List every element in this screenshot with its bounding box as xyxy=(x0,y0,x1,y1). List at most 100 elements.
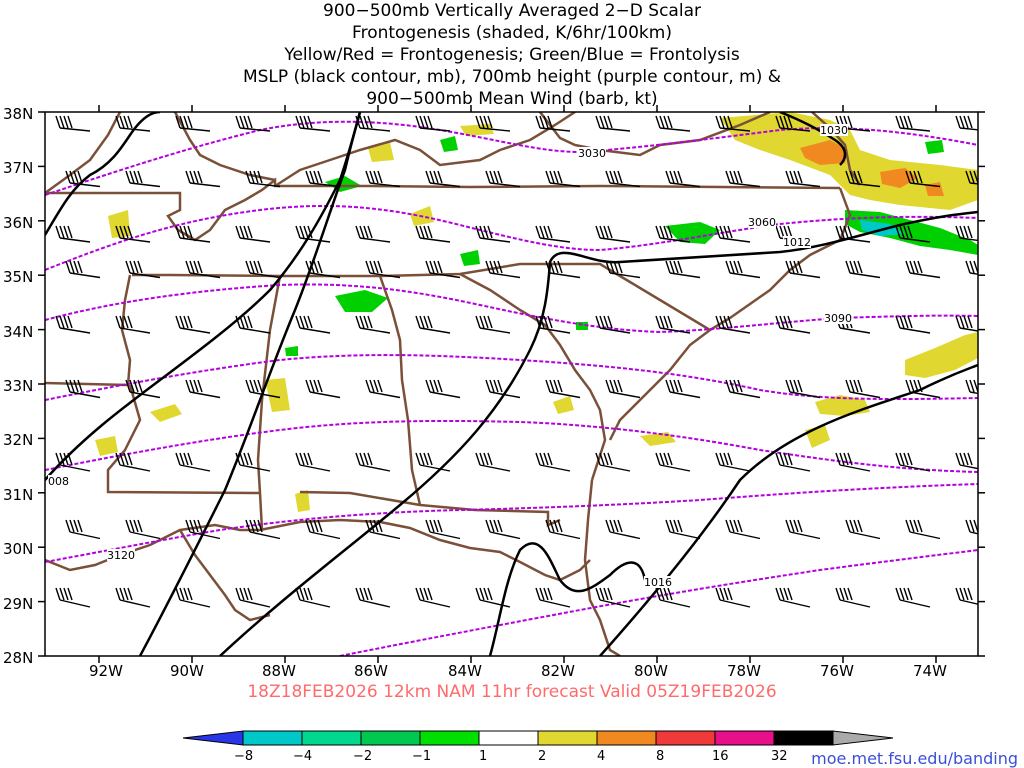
wind-barb xyxy=(59,599,91,608)
wind-barb-flag xyxy=(133,260,139,274)
wind-barb-flag xyxy=(475,315,481,329)
wind-barb-flag xyxy=(245,170,251,184)
colorbar-swatch xyxy=(478,730,539,746)
wind-barb-flag xyxy=(187,587,193,601)
wind-barb-flag xyxy=(909,379,915,393)
lat-label: 34N xyxy=(3,323,33,341)
lat-label: 31N xyxy=(3,486,33,504)
wind-barb-flag xyxy=(307,225,313,239)
wind-barb-flag xyxy=(479,225,485,239)
wind-barb-flag xyxy=(69,519,75,533)
wind-barb-flag xyxy=(365,379,371,393)
wind-barb xyxy=(59,327,91,334)
wind-barb-flag xyxy=(797,379,803,393)
wind-barb-flag xyxy=(737,260,743,274)
wind-barb-flag xyxy=(835,225,841,239)
wind-barb-flag xyxy=(557,379,563,393)
wind-barb xyxy=(729,182,761,188)
wind-barb-flag xyxy=(783,315,789,329)
wind-barb-flag xyxy=(253,519,259,533)
wind-barb-flag xyxy=(479,315,485,329)
wind-barb xyxy=(249,391,281,399)
mslp-contour xyxy=(45,112,161,236)
wind-barb-flag xyxy=(663,452,669,466)
lat-label: 36N xyxy=(3,214,33,232)
wind-barb-flag xyxy=(797,170,803,184)
wind-barb-flag xyxy=(665,170,671,184)
wind-barb-flag xyxy=(129,260,135,274)
wind-barb xyxy=(719,327,751,334)
wind-barb-flag xyxy=(239,452,245,466)
wind-barb-flag xyxy=(779,115,785,129)
wind-barb-flag xyxy=(137,260,143,274)
wind-barb-flag xyxy=(497,260,503,274)
border-line xyxy=(45,177,841,242)
wind-barb-flag xyxy=(895,225,901,239)
wind-barb xyxy=(899,237,931,243)
colorbar-swatch xyxy=(832,730,894,746)
wind-barb xyxy=(249,182,281,188)
wind-barb-flag xyxy=(655,225,661,239)
wind-barb-flag xyxy=(557,519,563,533)
wind-barb-flag xyxy=(599,225,605,239)
wind-barb xyxy=(779,464,811,472)
wind-barb-flag xyxy=(367,225,373,239)
wind-barb-flag xyxy=(427,452,433,466)
mslp-contour xyxy=(45,112,362,481)
wind-barb-flag xyxy=(543,452,549,466)
wind-barb-flag xyxy=(545,379,551,393)
label-mslp-1016: 1016 xyxy=(644,576,672,589)
wind-barb-flag xyxy=(365,519,371,533)
wind-barb xyxy=(789,531,821,540)
border-line xyxy=(45,112,122,195)
wind-barb-flag xyxy=(239,115,245,129)
lat-label: 38N xyxy=(3,105,33,123)
shade-ms xyxy=(150,404,182,422)
wind-barb-flag xyxy=(249,260,255,274)
wind-barb-flag xyxy=(373,519,379,533)
wind-barb-flag xyxy=(317,260,323,274)
wind-barb-flag xyxy=(137,379,143,393)
wind-barb-flag xyxy=(793,519,799,533)
wind-barb xyxy=(719,237,751,243)
wind-barb-flag xyxy=(359,315,365,329)
wind-barb-flag xyxy=(243,452,249,466)
wind-barb xyxy=(789,272,821,279)
wind-barb-flag xyxy=(257,170,263,184)
wind-barb-flag xyxy=(127,452,133,466)
wind-barb-flag xyxy=(303,587,309,601)
wind-barb-flag xyxy=(129,379,135,393)
wind-barb-flag xyxy=(727,115,733,129)
wind-barb-flag xyxy=(303,115,309,129)
height-contour xyxy=(45,204,978,271)
wind-barb-flag xyxy=(115,315,121,329)
wind-barb-flag xyxy=(247,315,253,329)
wind-barb xyxy=(119,237,151,243)
wind-barb-flag xyxy=(419,587,425,601)
wind-barb-flag xyxy=(895,452,901,466)
shade-ne-red xyxy=(800,140,848,165)
wind-barb-flag xyxy=(429,519,435,533)
wind-barb-flag xyxy=(547,115,553,129)
wind-barb-flag xyxy=(965,260,971,274)
wind-barb xyxy=(239,599,271,608)
lon-label: 86W xyxy=(354,662,388,680)
wind-barb xyxy=(369,391,401,399)
wind-barb-flag xyxy=(955,315,961,329)
colorbar-label: 8 xyxy=(656,749,664,764)
title-line-1: 900−500mb Vertically Averaged 2−D Scalar xyxy=(323,1,701,21)
wind-barb-flag xyxy=(913,379,919,393)
mslp-contours xyxy=(45,112,978,656)
wind-barb-flag xyxy=(369,170,375,184)
wind-barb xyxy=(299,237,331,243)
lon-label: 88W xyxy=(262,662,296,680)
wind-barb-flag xyxy=(295,315,301,329)
wind-barb-flag xyxy=(557,170,563,184)
wind-barb-flag xyxy=(857,519,863,533)
wind-barb-flag xyxy=(185,260,191,274)
wind-barb-flag xyxy=(793,379,799,393)
wind-barb-flag xyxy=(63,115,69,129)
wind-barb-flag xyxy=(963,315,969,329)
wind-barb-flag xyxy=(553,519,559,533)
